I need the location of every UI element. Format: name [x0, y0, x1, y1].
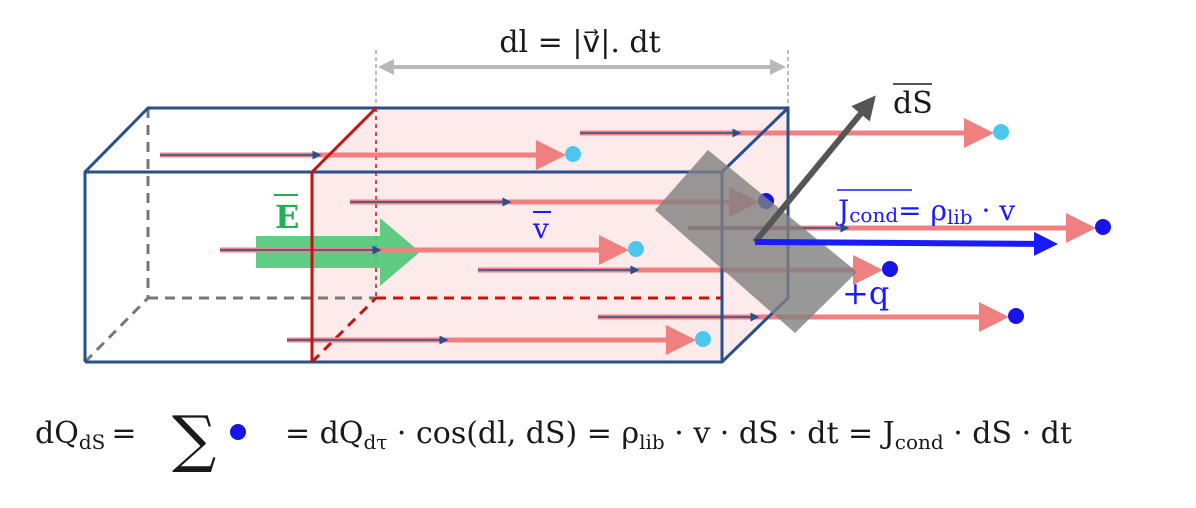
charge-particle — [565, 146, 581, 162]
svg-text:Jcond= ρlib · v: Jcond= ρlib · v — [835, 194, 1015, 229]
v-label: v — [532, 212, 549, 245]
svg-text:dQdS=: dQdS = — [35, 416, 136, 454]
charge-particle — [628, 241, 644, 257]
charge-particle — [993, 124, 1009, 140]
E-label: E — [275, 198, 299, 236]
section-edges — [310, 106, 378, 362]
charge-label: +q — [842, 274, 889, 312]
dl-label: dl = |v⃗|. dt — [499, 25, 660, 60]
charge-dot-icon — [230, 424, 246, 440]
J-definition: Jcond= ρlib · v — [835, 189, 1015, 229]
dS-label: dS — [893, 86, 933, 121]
charge-particle — [1095, 219, 1111, 235]
charge-particle — [695, 331, 711, 347]
charge-formula: dQdS = ∑ = dQdτ · cos(dl, dS) = ρlib · v … — [35, 402, 1072, 475]
sum-symbol: ∑ — [172, 402, 216, 475]
charge-particle — [1008, 308, 1024, 324]
box-hidden-edges — [83, 108, 722, 364]
J-vector — [754, 231, 1058, 256]
svg-text:= dQdτ · cos(dl, dS) = ρlib ·: = dQdτ · cos(dl, dS) = ρlib · v · dS · d… — [285, 416, 1072, 454]
charge-particle — [882, 261, 898, 277]
dS-vector — [752, 95, 876, 244]
dl-dimension: dl = |v⃗|. dt — [375, 25, 789, 108]
